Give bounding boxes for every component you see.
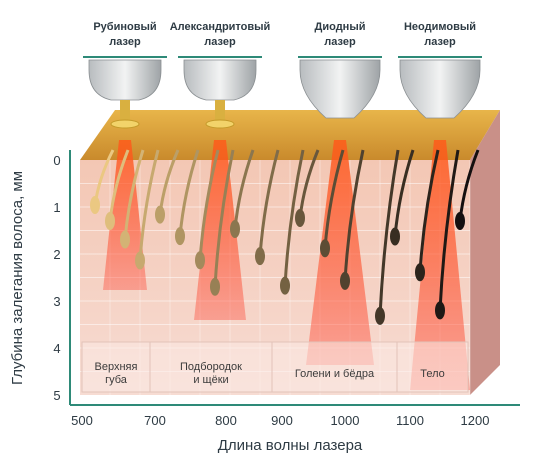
hair [123, 149, 145, 240]
y-axis-title: Глубина залегания волоса, мм [9, 171, 26, 385]
x-tick-label: 1000 [331, 413, 360, 428]
hair [378, 149, 400, 317]
laser-devices: Рубиновый лазер Александритовый лазер Диодны… [83, 21, 482, 129]
zone-label: и щёки [193, 374, 228, 386]
laser-device [399, 59, 481, 119]
y-tick-label: 4 [53, 341, 60, 356]
hair-bulb [135, 251, 145, 270]
hair-bulb [195, 251, 205, 270]
hair-bulb [230, 220, 240, 238]
hairs [90, 149, 480, 325]
laser-device [183, 59, 257, 101]
skin-side [470, 110, 500, 395]
hair-bulb [390, 227, 400, 246]
laser-beam [306, 140, 374, 365]
x-tick-label: 1100 [396, 413, 424, 428]
hair-bulb [455, 212, 465, 230]
hair-bulb [280, 276, 290, 295]
laser-beam [410, 140, 470, 390]
hair [198, 149, 220, 261]
zone-label: Голени и бёдра [295, 368, 375, 380]
y-tick-label: 5 [53, 388, 60, 403]
x-tick-label: 900 [271, 413, 293, 428]
hair-bulb [255, 247, 265, 266]
hair [138, 149, 160, 261]
x-axis-title: Длина волны лазера [218, 437, 363, 454]
laser-label: лазер [204, 36, 236, 48]
skin-surface [80, 110, 500, 160]
hair-bulb [435, 301, 445, 320]
zone-label: губа [105, 374, 128, 386]
y-tick-label: 2 [53, 247, 60, 262]
hair [258, 149, 280, 257]
laser-label: Рубиновый [93, 21, 156, 33]
hair [343, 149, 365, 281]
x-tick-label: 700 [144, 413, 166, 428]
x-tick-label: 800 [215, 413, 237, 428]
laser-device [88, 59, 162, 101]
axes: 0 1 2 3 4 5 500 700 800 900 1000 1100 1200 [53, 153, 489, 428]
zone-box [149, 341, 273, 393]
zone-box [81, 341, 151, 393]
laser-label: Александритовый [170, 21, 271, 33]
zone-box [271, 341, 398, 393]
y-tick-label: 3 [53, 294, 60, 309]
hair-bulb [320, 239, 330, 258]
laser-label: Неодимовый [404, 21, 476, 33]
hair [323, 149, 345, 249]
hair [213, 149, 235, 287]
hair [418, 149, 440, 273]
laser-beam [103, 140, 147, 290]
zone-label: Тело [420, 368, 445, 380]
zone-box [396, 341, 469, 393]
laser-tip [120, 100, 130, 122]
hair-bulb [340, 271, 350, 290]
zone-label: Подбородок [180, 361, 242, 373]
hair [438, 149, 460, 311]
x-tick-label: 1200 [461, 413, 490, 428]
laser-label: лазер [424, 36, 456, 48]
laser-tip [205, 119, 235, 129]
hair-bulb [210, 277, 220, 296]
y-tick-label: 0 [53, 153, 60, 168]
hair-bulb [295, 209, 305, 228]
laser-tip [110, 119, 140, 129]
x-tick-label: 500 [71, 413, 93, 428]
y-tick-label: 1 [53, 200, 60, 215]
laser-device [299, 59, 381, 119]
hair-bulb [120, 230, 130, 249]
hair-bulb [90, 196, 100, 214]
hair [283, 149, 305, 286]
hair-bulb [415, 263, 425, 282]
hair-bulb [375, 306, 385, 325]
laser-tip [215, 100, 225, 122]
laser-label: лазер [109, 36, 141, 48]
hair-bulb [155, 205, 165, 224]
zone-label: Верхняя [95, 361, 138, 373]
hair-bulb [175, 227, 185, 246]
laser-label: лазер [324, 36, 356, 48]
laser-label: Диодный [315, 21, 366, 33]
hair-bulb [105, 212, 115, 231]
